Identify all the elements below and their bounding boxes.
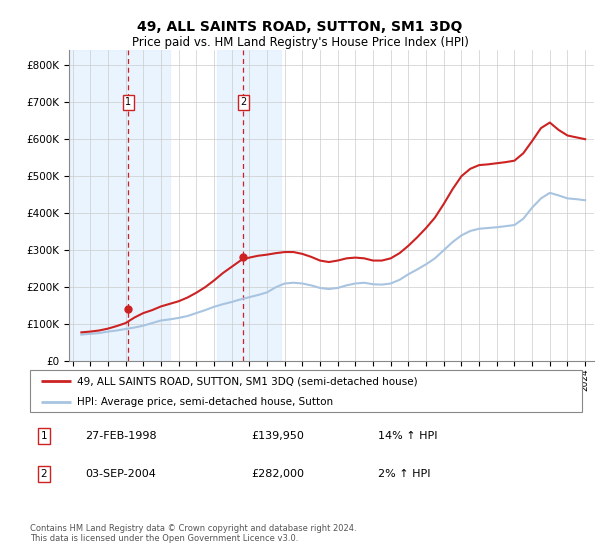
Text: 27-FEB-1998: 27-FEB-1998 [85, 431, 157, 441]
FancyBboxPatch shape [30, 370, 582, 412]
Text: HPI: Average price, semi-detached house, Sutton: HPI: Average price, semi-detached house,… [77, 398, 333, 407]
Bar [69, 50, 170, 361]
Text: 1: 1 [125, 97, 131, 107]
Text: 2% ↑ HPI: 2% ↑ HPI [378, 469, 430, 479]
Text: £282,000: £282,000 [251, 469, 304, 479]
Text: 2: 2 [241, 97, 247, 107]
Text: Contains HM Land Registry data © Crown copyright and database right 2024.
This d: Contains HM Land Registry data © Crown c… [30, 524, 356, 543]
Text: 2: 2 [40, 469, 47, 479]
Bar [217, 50, 281, 361]
Text: 49, ALL SAINTS ROAD, SUTTON, SM1 3DQ: 49, ALL SAINTS ROAD, SUTTON, SM1 3DQ [137, 20, 463, 34]
Text: £139,950: £139,950 [251, 431, 304, 441]
Text: Price paid vs. HM Land Registry's House Price Index (HPI): Price paid vs. HM Land Registry's House … [131, 36, 469, 49]
Text: 1: 1 [40, 431, 47, 441]
Text: 03-SEP-2004: 03-SEP-2004 [85, 469, 156, 479]
Text: 49, ALL SAINTS ROAD, SUTTON, SM1 3DQ (semi-detached house): 49, ALL SAINTS ROAD, SUTTON, SM1 3DQ (se… [77, 376, 418, 386]
Text: 14% ↑ HPI: 14% ↑ HPI [378, 431, 437, 441]
